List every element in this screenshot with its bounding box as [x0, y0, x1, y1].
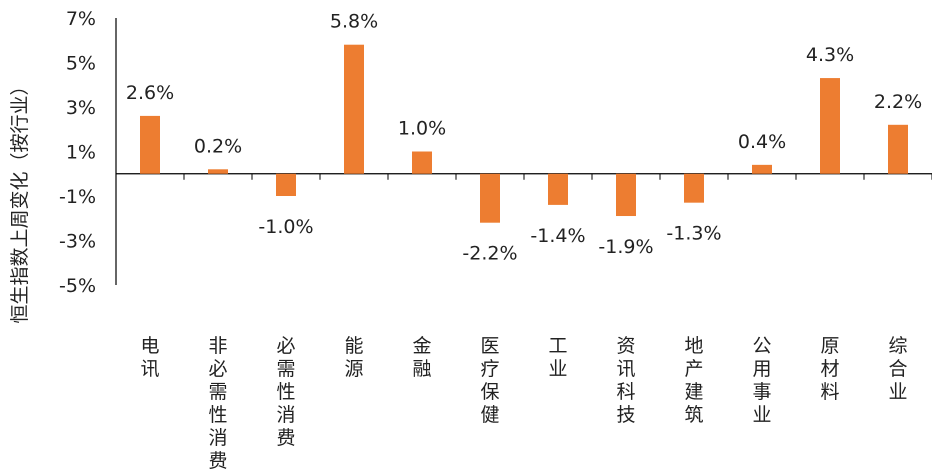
category-label: 非必需性消费 — [208, 335, 227, 472]
data-label: 1.0% — [398, 118, 446, 140]
y-tick-label: 5% — [66, 53, 96, 75]
category-label: 能源 — [344, 335, 363, 380]
bar — [888, 124, 908, 174]
category-labels: 电讯 非必需性消费 必需性消费 能源 金融 医疗保健 工业 资讯科技 地产建筑 公用事业 原材料 综合… — [140, 335, 907, 472]
y-tick-label: 3% — [66, 97, 96, 119]
y-tick-label: 7% — [66, 8, 96, 30]
bar — [820, 78, 840, 174]
data-label: -1.4% — [530, 225, 585, 247]
y-tick-label: 1% — [66, 142, 96, 164]
data-label: -1.3% — [666, 223, 721, 245]
category-label: 工业 — [548, 335, 567, 380]
category-label: 资讯科技 — [616, 335, 635, 426]
data-label: 2.2% — [874, 91, 922, 113]
bar — [208, 169, 228, 174]
category-label: 医疗保健 — [480, 335, 499, 426]
category-label: 金融 — [412, 335, 431, 380]
bars — [140, 44, 908, 223]
category-label: 地产建筑 — [684, 335, 703, 426]
bar — [752, 164, 772, 174]
data-label: 0.2% — [194, 135, 242, 157]
y-axis: 7% 5% 3% 1% -1% -3% -5% — [59, 8, 932, 297]
data-labels: 2.6% 0.2% -1.0% 5.8% 1.0% -2.2% -1.4% -1.9% -1.3… — [126, 11, 922, 265]
y-axis-label: 恒生指数上周变化（按行业） — [9, 76, 31, 323]
bar — [412, 151, 432, 174]
data-label: 4.3% — [806, 44, 854, 66]
y-tick-label: -5% — [59, 275, 96, 297]
category-label: 原材料 — [820, 335, 839, 403]
category-label: 综合业 — [888, 335, 907, 403]
bar — [480, 173, 500, 223]
bar — [276, 173, 296, 196]
category-label: 电讯 — [140, 335, 159, 380]
data-label: -1.9% — [598, 236, 653, 258]
y-tick-label: -3% — [59, 231, 96, 253]
bar — [344, 44, 364, 174]
bar — [684, 173, 704, 203]
data-label: -1.0% — [258, 216, 313, 238]
data-label: 5.8% — [330, 11, 378, 33]
category-label: 必需性消费 — [276, 335, 295, 449]
bar — [548, 173, 568, 205]
data-label: 0.4% — [738, 131, 786, 153]
data-label: 2.6% — [126, 82, 174, 104]
bar — [140, 115, 160, 174]
category-label: 公用事业 — [752, 335, 771, 426]
data-label: -2.2% — [462, 243, 517, 265]
y-tick-label: -1% — [59, 186, 96, 208]
bar — [616, 173, 636, 217]
